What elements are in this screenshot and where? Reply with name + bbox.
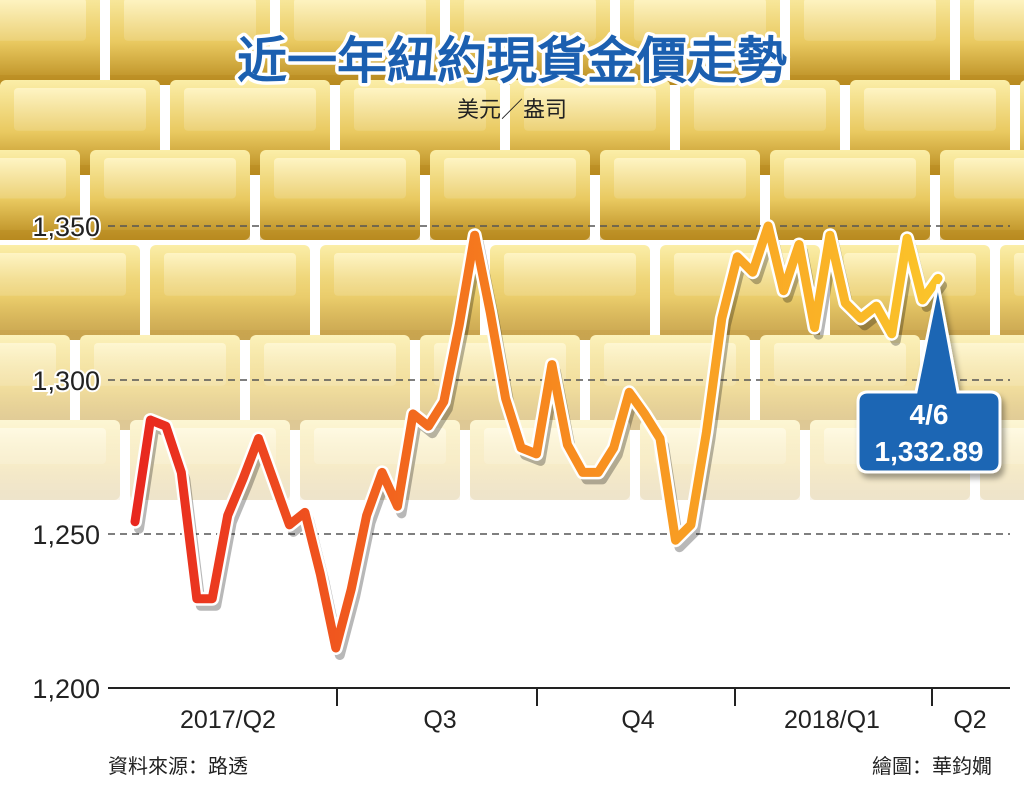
x-axis: 2017/Q2 Q3 Q4 2018/Q1 Q2 [108, 687, 1010, 734]
y-tick-label: 1,200 [32, 674, 100, 704]
y-tick-label: 1,250 [32, 520, 100, 550]
callout-box [856, 284, 1002, 474]
callout-value: 1,332.89 [875, 436, 984, 467]
y-tick-label: 1,300 [32, 366, 100, 396]
unit-label: 美元／盎司 [457, 98, 567, 123]
chart-title: 近一年紐約現貨金價走勢 [237, 32, 787, 90]
x-tick-label: 2017/Q2 [180, 706, 276, 734]
source-label: 資料來源：路透 [108, 754, 248, 778]
x-tick-label: 2018/Q1 [784, 706, 880, 734]
callout-date: 4/6 [910, 399, 949, 430]
x-tick-label: Q2 [953, 706, 986, 734]
latest-price-callout [856, 284, 1002, 474]
price-series [128, 219, 947, 660]
credit-label: 繪圖：華鈞嫺 [872, 754, 992, 778]
x-tick-label: Q3 [423, 706, 456, 734]
series-line [130, 221, 943, 653]
y-axis-ticks: 1,200 1,250 1,300 1,350 [30, 210, 102, 706]
y-tick-label: 1,350 [32, 212, 100, 242]
x-tick-label: Q4 [621, 706, 654, 734]
